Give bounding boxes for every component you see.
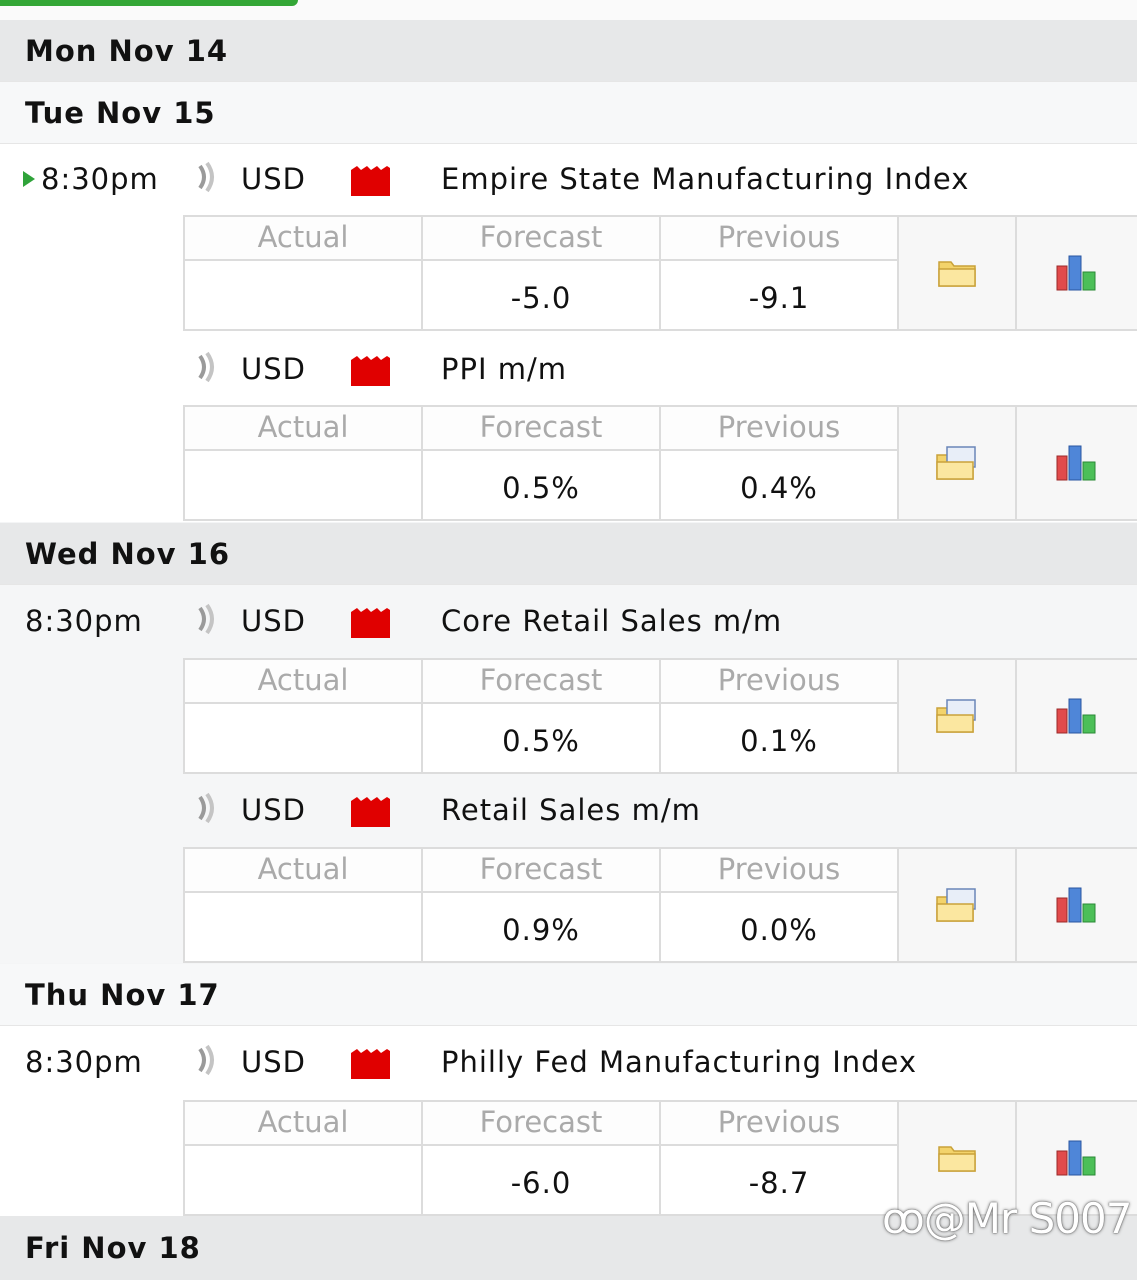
forecast-value: 0.5%	[421, 702, 661, 774]
actual-header: Actual	[183, 1100, 423, 1146]
previous-value: 0.0%	[659, 891, 899, 963]
chart-icon[interactable]	[1015, 847, 1137, 963]
high-impact-icon	[351, 1049, 390, 1079]
event-title[interactable]: Retail Sales m/m	[441, 793, 701, 827]
forecast-header: Forecast	[421, 1100, 661, 1146]
day-header-mon: Mon Nov 14	[0, 20, 1137, 82]
sound-icon[interactable]	[194, 791, 220, 825]
day-section-thu: 8:30pm USD Philly Fed Manufacturing Inde…	[0, 1026, 1137, 1216]
previous-header: Previous	[659, 1100, 899, 1146]
actual-value	[183, 891, 423, 963]
day-header-tue: Tue Nov 15	[0, 82, 1137, 144]
sound-icon[interactable]	[194, 1043, 220, 1077]
event-title[interactable]: Empire State Manufacturing Index	[441, 162, 970, 196]
event-row[interactable]: USD Retail Sales m/m	[0, 787, 1137, 837]
forecast-header: Forecast	[421, 405, 661, 451]
folder-document-icon[interactable]	[897, 847, 1017, 963]
forecast-value: -6.0	[421, 1144, 661, 1216]
event-currency: USD	[241, 1045, 306, 1079]
forecast-value: -5.0	[421, 259, 661, 331]
event-title[interactable]: PPI m/m	[441, 352, 568, 386]
high-impact-icon	[351, 797, 390, 827]
event-row[interactable]: 8:30pm USD Empire State Manufacturing In…	[0, 156, 1137, 206]
event-row[interactable]: USD PPI m/m	[0, 346, 1137, 396]
previous-value: 0.1%	[659, 702, 899, 774]
actual-value	[183, 702, 423, 774]
watermark: ꝏ@Mr S007	[882, 1194, 1132, 1243]
forecast-value: 0.9%	[421, 891, 661, 963]
event-values: Actual Forecast Previous -5.0 -9.1	[183, 215, 1137, 331]
event-currency: USD	[241, 352, 306, 386]
forecast-value: 0.5%	[421, 449, 661, 521]
folder-icon[interactable]	[897, 215, 1017, 331]
actual-value	[183, 259, 423, 331]
sound-icon[interactable]	[194, 160, 220, 194]
event-row[interactable]: 8:30pm USD Philly Fed Manufacturing Inde…	[0, 1039, 1137, 1089]
chart-icon[interactable]	[1015, 215, 1137, 331]
actual-header: Actual	[183, 847, 423, 893]
day-section-tue: 8:30pm USD Empire State Manufacturing In…	[0, 144, 1137, 522]
previous-header: Previous	[659, 847, 899, 893]
event-currency: USD	[241, 162, 306, 196]
actual-header: Actual	[183, 658, 423, 704]
active-tab-indicator	[0, 0, 298, 6]
day-section-wed: 8:30pm USD Core Retail Sales m/m Actual …	[0, 585, 1137, 963]
day-header-thu: Thu Nov 17	[0, 964, 1137, 1026]
event-time: 8:30pm	[25, 1045, 143, 1079]
forecast-header: Forecast	[421, 658, 661, 704]
folder-document-icon[interactable]	[897, 658, 1017, 774]
event-currency: USD	[241, 604, 306, 638]
previous-header: Previous	[659, 215, 899, 261]
sound-icon[interactable]	[194, 350, 220, 384]
previous-header: Previous	[659, 658, 899, 704]
chart-icon[interactable]	[1015, 658, 1137, 774]
sound-icon[interactable]	[194, 602, 220, 636]
event-title[interactable]: Philly Fed Manufacturing Index	[441, 1045, 918, 1079]
event-values: Actual Forecast Previous 0.9% 0.0%	[183, 847, 1137, 963]
event-currency: USD	[241, 793, 306, 827]
day-header-wed: Wed Nov 16	[0, 523, 1137, 585]
event-time: 8:30pm	[23, 162, 159, 196]
event-values: Actual Forecast Previous 0.5% 0.1%	[183, 658, 1137, 774]
previous-header: Previous	[659, 405, 899, 451]
previous-value: -9.1	[659, 259, 899, 331]
forecast-header: Forecast	[421, 215, 661, 261]
previous-value: -8.7	[659, 1144, 899, 1216]
chart-icon[interactable]	[1015, 1100, 1137, 1216]
chart-icon[interactable]	[1015, 405, 1137, 521]
forecast-header: Forecast	[421, 847, 661, 893]
high-impact-icon	[351, 166, 390, 196]
actual-header: Actual	[183, 215, 423, 261]
previous-value: 0.4%	[659, 449, 899, 521]
top-bar	[0, 0, 1137, 20]
day-header-fri: Fri Nov 18	[0, 1216, 1137, 1280]
event-row[interactable]: 8:30pm USD Core Retail Sales m/m	[0, 598, 1137, 648]
actual-value	[183, 449, 423, 521]
high-impact-icon	[351, 356, 390, 386]
event-values: Actual Forecast Previous -6.0 -8.7	[183, 1100, 1137, 1216]
play-icon	[23, 171, 35, 187]
actual-value	[183, 1144, 423, 1216]
actual-header: Actual	[183, 405, 423, 451]
folder-document-icon[interactable]	[897, 405, 1017, 521]
event-time: 8:30pm	[25, 604, 143, 638]
event-title[interactable]: Core Retail Sales m/m	[441, 604, 783, 638]
event-values: Actual Forecast Previous 0.5% 0.4%	[183, 405, 1137, 521]
high-impact-icon	[351, 608, 390, 638]
